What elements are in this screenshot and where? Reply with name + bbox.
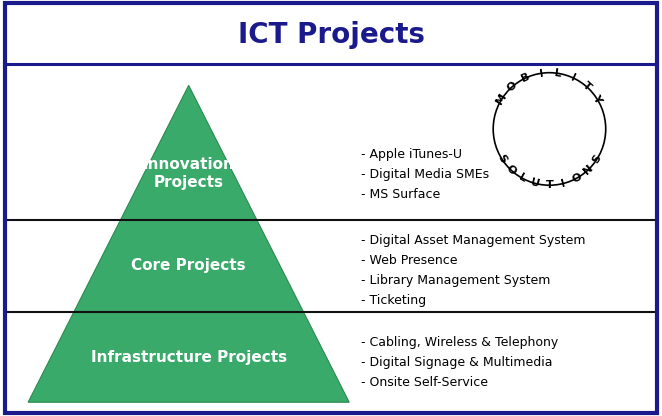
- Text: I: I: [539, 68, 544, 79]
- Text: U: U: [530, 178, 541, 189]
- Text: S: S: [591, 153, 604, 165]
- Text: O: O: [570, 171, 583, 185]
- Text: B: B: [520, 72, 532, 84]
- Text: Innovation
Projects: Innovation Projects: [143, 157, 234, 191]
- Text: O: O: [505, 80, 519, 94]
- Text: ICT Projects: ICT Projects: [238, 21, 424, 50]
- Text: I: I: [560, 178, 567, 189]
- Polygon shape: [74, 220, 303, 312]
- Text: I: I: [569, 72, 577, 83]
- Text: Y: Y: [591, 93, 604, 105]
- Text: L: L: [517, 172, 528, 184]
- Text: - Apple iTunes-U
- Digital Media SMEs
- MS Surface: - Apple iTunes-U - Digital Media SMEs - …: [361, 148, 489, 201]
- Text: M: M: [495, 92, 509, 106]
- Text: Infrastructure Projects: Infrastructure Projects: [91, 349, 287, 364]
- Text: - Digital Asset Management System
- Web Presence
- Library Management System
- T: - Digital Asset Management System - Web …: [361, 234, 585, 307]
- Polygon shape: [120, 85, 257, 220]
- Text: O: O: [504, 163, 518, 177]
- Text: - Cabling, Wireless & Telephony
- Digital Signage & Multimedia
- Onsite Self-Ser: - Cabling, Wireless & Telephony - Digita…: [361, 336, 558, 389]
- Text: T: T: [545, 180, 553, 190]
- Text: S: S: [495, 153, 508, 165]
- Text: N: N: [581, 163, 595, 176]
- Text: L: L: [553, 68, 562, 79]
- Polygon shape: [28, 312, 350, 402]
- Text: T: T: [581, 80, 593, 93]
- Text: Core Projects: Core Projects: [131, 258, 246, 273]
